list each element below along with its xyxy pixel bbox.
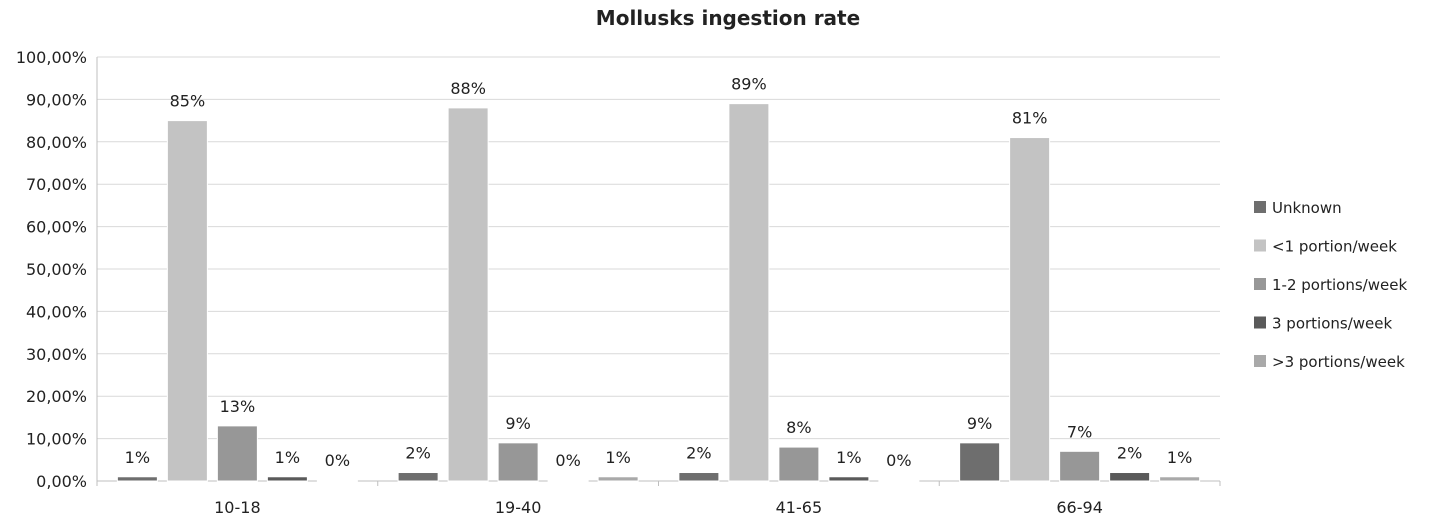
- y-tick-label: 0,00%: [36, 472, 87, 491]
- bar: [497, 442, 539, 482]
- legend: Unknown <1 portion/week 1-2 portions/week 3…: [1254, 199, 1407, 371]
- data-label: 89%: [731, 75, 767, 94]
- y-tick-label: 20,00%: [26, 387, 87, 406]
- x-tick-label: 19-40: [495, 498, 542, 517]
- data-label: 1%: [125, 448, 150, 467]
- bar: [728, 103, 770, 482]
- bar: [397, 472, 439, 482]
- bar: [166, 120, 208, 482]
- y-tick-label: 40,00%: [26, 302, 87, 321]
- data-label: 1%: [275, 448, 300, 467]
- data-label: 8%: [786, 418, 811, 437]
- data-label: 9%: [505, 414, 530, 433]
- y-tick-label: 80,00%: [26, 133, 87, 152]
- chart-title: Mollusks ingestion rate: [596, 6, 860, 30]
- bar: [1059, 450, 1101, 482]
- bar: [116, 476, 158, 482]
- data-label: 88%: [450, 79, 486, 98]
- bar: [216, 425, 258, 482]
- bar: [316, 479, 358, 482]
- legend-swatch: [1254, 316, 1266, 329]
- legend-swatch: [1254, 201, 1266, 213]
- bar: [597, 476, 639, 482]
- bar: [266, 476, 308, 482]
- legend-label: 1-2 portions/week: [1272, 276, 1407, 294]
- data-labels: 1% 85% 13% 1% 0% 2% 88% 9% 0% 1% 2% 89% 8% 1% 0% 9% 81% 7…: [125, 75, 1193, 470]
- bar: [1159, 476, 1201, 482]
- data-label: 81%: [1012, 109, 1048, 128]
- y-tick-label: 90,00%: [26, 90, 87, 109]
- bar: [1009, 137, 1051, 482]
- data-label: 7%: [1067, 422, 1092, 441]
- y-tick-label: 100,00%: [16, 48, 87, 67]
- data-label: 13%: [220, 397, 256, 416]
- bar: [878, 479, 920, 482]
- legend-label: 3 portions/week: [1272, 315, 1393, 333]
- bar: [778, 446, 820, 482]
- y-tick-label: 10,00%: [26, 430, 87, 449]
- gridlines: [97, 56, 1220, 440]
- y-tick-label: 30,00%: [26, 345, 87, 364]
- bars: [116, 103, 1201, 482]
- data-label: 2%: [1117, 444, 1142, 463]
- legend-swatch: [1254, 355, 1266, 367]
- data-label: 1%: [605, 448, 630, 467]
- bar: [447, 107, 489, 482]
- legend-label: <1 portion/week: [1272, 238, 1397, 256]
- y-tick-label: 70,00%: [26, 175, 87, 194]
- data-label: 2%: [686, 444, 711, 463]
- data-label: 9%: [967, 414, 992, 433]
- data-label: 1%: [1167, 448, 1192, 467]
- legend-swatch: [1254, 278, 1266, 290]
- x-tick-label: 66-94: [1056, 498, 1103, 517]
- data-label: 2%: [405, 444, 430, 463]
- bar: [828, 476, 870, 482]
- data-label: 0%: [325, 451, 350, 470]
- bar: [959, 442, 1001, 482]
- bar: [1109, 472, 1151, 482]
- y-tick-label: 60,00%: [26, 218, 87, 237]
- legend-swatch: [1254, 239, 1266, 252]
- legend-label: >3 portions/week: [1272, 353, 1405, 371]
- x-tick-label: 10-18: [214, 498, 261, 517]
- bar: [678, 472, 720, 482]
- data-label: 0%: [886, 451, 911, 470]
- data-label: 0%: [555, 451, 580, 470]
- x-tick-label: 41-65: [776, 498, 823, 517]
- data-label: 85%: [170, 92, 206, 111]
- legend-label: Unknown: [1272, 199, 1342, 217]
- data-label: 1%: [836, 448, 861, 467]
- y-tick-label: 50,00%: [26, 260, 87, 279]
- bar: [547, 479, 589, 482]
